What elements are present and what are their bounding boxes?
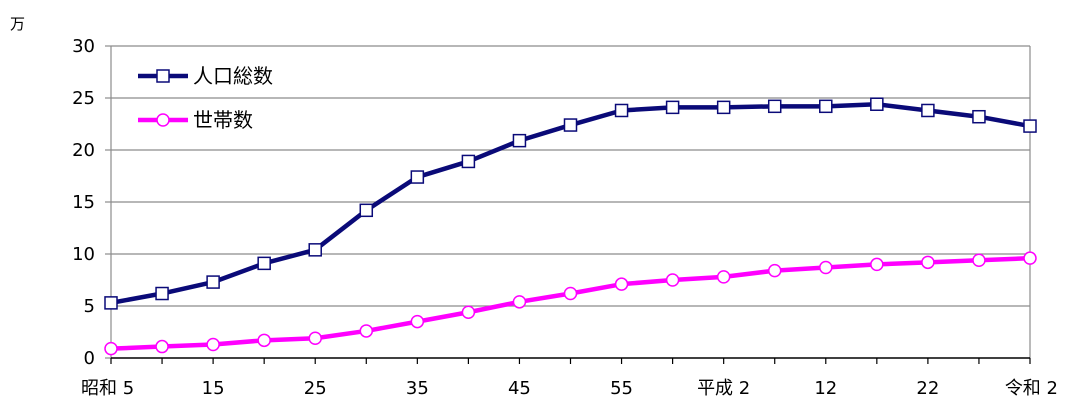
series-2 <box>104 251 1037 356</box>
x-tick-label: 25 <box>304 378 327 399</box>
data-point <box>1023 251 1037 265</box>
data-point <box>461 154 476 169</box>
data-point <box>716 270 731 284</box>
data-point <box>359 203 374 218</box>
data-point <box>359 324 374 338</box>
data-point <box>563 118 578 132</box>
data-point <box>512 133 527 148</box>
data-point <box>257 256 271 271</box>
data-point <box>1023 119 1037 133</box>
data-point <box>461 305 476 319</box>
x-tick-label: 22 <box>916 378 939 399</box>
data-point <box>716 100 731 115</box>
x-tick-label: 15 <box>202 378 225 399</box>
y-axis-ticks: 0 5 10 15 20 25 30 <box>72 36 111 369</box>
data-point <box>104 341 118 356</box>
data-point <box>410 314 425 329</box>
series-layer <box>104 97 1037 356</box>
x-tick-label: 平成 2 <box>697 378 750 399</box>
legend-label: 世帯数 <box>193 108 253 132</box>
y-tick-label: 30 <box>72 36 95 57</box>
data-point <box>819 260 833 275</box>
data-point <box>870 257 884 272</box>
data-point <box>921 255 935 270</box>
x-tick-label: 55 <box>610 378 633 399</box>
y-tick-label: 5 <box>84 296 95 317</box>
data-point <box>308 243 322 257</box>
data-point <box>257 333 271 348</box>
data-point <box>819 99 833 114</box>
legend-item: 世帯数 <box>138 108 253 132</box>
x-tick-label: 令和 2 <box>1005 378 1058 399</box>
data-point <box>665 273 680 287</box>
legend-marker <box>156 113 170 127</box>
data-point <box>921 103 935 118</box>
data-point <box>972 253 986 267</box>
data-point <box>206 337 220 352</box>
data-point <box>665 100 680 115</box>
data-point <box>410 170 425 184</box>
legend-item: 人口総数 <box>138 64 273 88</box>
data-point <box>972 109 986 124</box>
data-point <box>767 99 782 114</box>
x-tick-label: 12 <box>814 378 837 399</box>
y-unit-label: 万 <box>10 15 26 33</box>
data-point <box>512 295 527 309</box>
data-point <box>563 286 578 301</box>
y-tick-label: 10 <box>72 244 95 265</box>
grid-lines <box>111 45 1030 307</box>
data-point <box>155 339 169 354</box>
data-point <box>308 331 322 345</box>
x-tick-label: 35 <box>406 378 429 399</box>
data-point <box>104 296 118 310</box>
x-tick-label: 昭和 5 <box>81 378 134 399</box>
data-point <box>870 97 884 111</box>
data-point <box>614 277 629 291</box>
data-point <box>206 275 220 289</box>
legend-marker <box>156 69 170 83</box>
data-point <box>155 286 169 301</box>
y-tick-label: 0 <box>84 348 95 369</box>
x-tick-label: 45 <box>508 378 531 399</box>
y-tick-label: 20 <box>72 140 95 161</box>
data-point <box>767 263 782 278</box>
x-axis-ticks: 昭和 5 15 25 35 45 55 平成 2 12 22 令和 2 <box>81 358 1058 399</box>
y-tick-label: 15 <box>72 192 95 213</box>
data-point <box>614 103 629 118</box>
y-tick-label: 25 <box>72 88 95 109</box>
legend-label: 人口総数 <box>193 64 273 88</box>
series-1 <box>104 97 1037 310</box>
